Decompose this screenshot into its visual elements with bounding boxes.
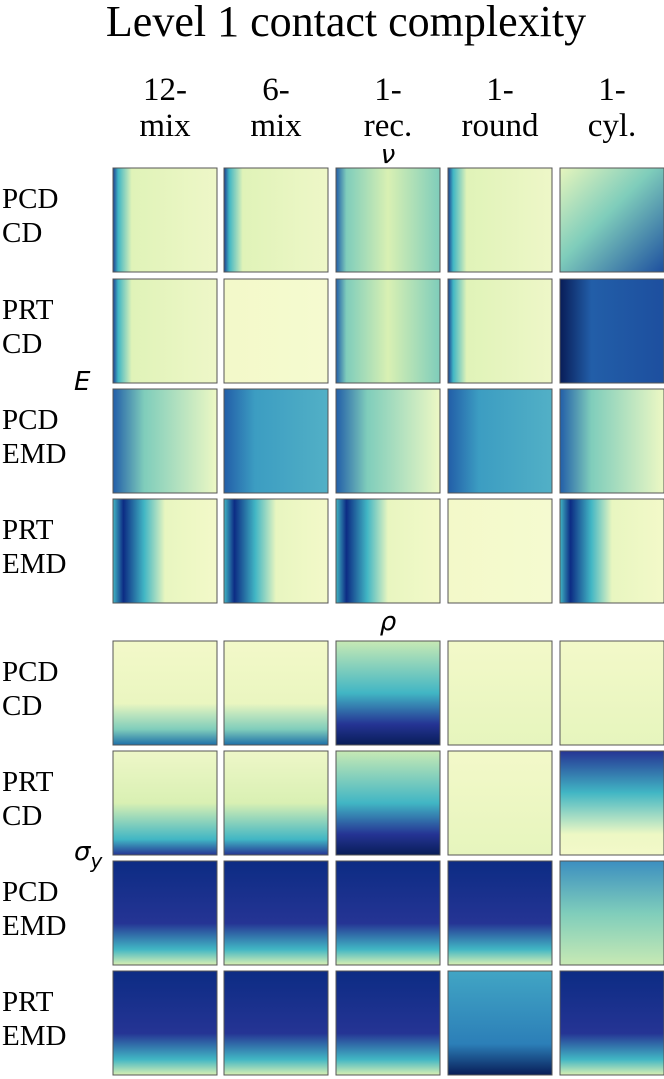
- row-label: PCD: [2, 876, 58, 908]
- row-label: EMD: [2, 548, 66, 580]
- heatmap: [335, 860, 441, 966]
- y-label-symbol: σ: [74, 837, 92, 867]
- column-label: 1-: [374, 72, 402, 108]
- heatmap: [447, 388, 553, 494]
- heatmap: [223, 860, 329, 966]
- row-label: CD: [2, 328, 42, 360]
- heatmap: [559, 278, 664, 384]
- heatmap: [335, 278, 441, 384]
- heatmap: [447, 498, 553, 604]
- row-label: CD: [2, 217, 42, 249]
- row-label: PRT: [2, 294, 54, 326]
- y-axis-label: σy: [74, 837, 103, 873]
- row-label: PCD: [2, 656, 58, 688]
- row-label: PCD: [2, 183, 58, 215]
- row-label: CD: [2, 800, 42, 832]
- heatmap: [447, 750, 553, 856]
- title: Level 1 contact complexity: [106, 0, 586, 46]
- column-label: 6-: [262, 72, 290, 108]
- column-label: 1-: [486, 72, 514, 108]
- heatmap: [223, 498, 329, 604]
- heatmap: [112, 860, 218, 966]
- y-label-subscript: y: [89, 849, 103, 873]
- heatmap: [335, 750, 441, 856]
- y-label-symbol: E: [74, 367, 91, 397]
- row-label: CD: [2, 690, 42, 722]
- heatmap: [447, 860, 553, 966]
- row-label: PRT: [2, 766, 54, 798]
- column-label: cyl.: [588, 108, 637, 144]
- heatmap: [559, 498, 664, 604]
- heatmap: [223, 167, 329, 273]
- heatmap: [559, 750, 664, 856]
- heatmap: [447, 970, 553, 1076]
- heatmap: [335, 388, 441, 494]
- heatmap: [335, 167, 441, 273]
- column-label: round: [462, 108, 539, 144]
- heatmap: [559, 388, 664, 494]
- heatmap: [447, 640, 553, 746]
- heatmap: [559, 860, 664, 966]
- heatmap: [112, 167, 218, 273]
- column-label: rec.: [364, 108, 413, 144]
- column-label: mix: [250, 108, 302, 144]
- heatmap: [112, 970, 218, 1076]
- heatmap: [335, 498, 441, 604]
- heatmap: [223, 640, 329, 746]
- x-axis-label: ν: [381, 140, 396, 170]
- heatmap: [112, 750, 218, 856]
- heatmap: [223, 970, 329, 1076]
- heatmap: [335, 640, 441, 746]
- heatmap: [223, 388, 329, 494]
- heatmap: [447, 167, 553, 273]
- heatmap: [559, 167, 664, 273]
- column-label: 12-: [143, 72, 187, 108]
- heatmap: [112, 498, 218, 604]
- heatmap: [335, 970, 441, 1076]
- column-label: mix: [139, 108, 191, 144]
- row-label: PRT: [2, 514, 54, 546]
- row-label: PCD: [2, 404, 58, 436]
- row-label: EMD: [2, 438, 66, 470]
- x-axis-label: ρ: [380, 607, 397, 637]
- heatmap: [112, 278, 218, 384]
- heatmap: [447, 278, 553, 384]
- row-label: PRT: [2, 986, 54, 1018]
- row-label: EMD: [2, 910, 66, 942]
- heatmap: [223, 278, 329, 384]
- heatmap: [559, 970, 664, 1076]
- heatmap: [112, 388, 218, 494]
- heatmap: [112, 640, 218, 746]
- heatmap: [223, 750, 329, 856]
- row-label: EMD: [2, 1020, 66, 1052]
- column-label: 1-: [598, 72, 626, 108]
- y-axis-label: E: [74, 367, 91, 397]
- heatmap: [559, 640, 664, 746]
